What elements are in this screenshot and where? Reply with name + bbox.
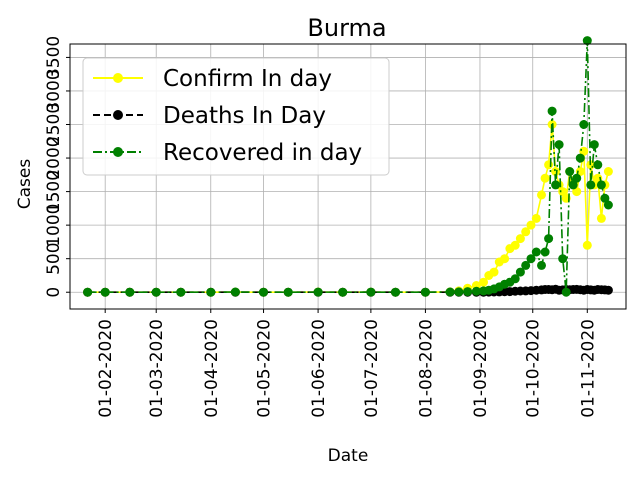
data-point <box>582 240 592 250</box>
data-point <box>515 234 525 244</box>
data-point <box>454 287 464 297</box>
legend-label: Recovered in day <box>163 140 362 166</box>
data-point <box>589 140 599 150</box>
x-tick-label: 01-10-2020 <box>524 319 544 418</box>
data-point <box>125 287 135 297</box>
data-point <box>596 213 606 223</box>
data-point <box>544 234 554 244</box>
data-point <box>540 173 550 183</box>
data-point <box>551 167 561 176</box>
y-axis-label: Cases <box>15 159 35 210</box>
data-point <box>313 287 323 297</box>
data-point <box>544 160 554 170</box>
data-point <box>603 200 613 210</box>
data-point <box>531 213 541 223</box>
legend-label: Confirm In day <box>163 66 332 92</box>
series-layer <box>83 36 613 297</box>
legend-marker <box>113 147 123 157</box>
x-tick-label: 01-02-2020 <box>96 319 116 418</box>
data-point <box>561 287 571 297</box>
x-axis: 01-02-2020 01-03-2020 01-04-2020 01-05-2020… <box>96 309 598 418</box>
data-point <box>151 287 161 297</box>
y-tick-label: 0 <box>44 287 64 298</box>
data-point <box>568 180 578 190</box>
legend-label: Deaths In Day <box>163 103 326 129</box>
x-tick-label: 01-04-2020 <box>202 319 222 418</box>
data-point <box>230 287 240 297</box>
data-point <box>366 287 376 297</box>
data-point <box>206 287 216 297</box>
data-point <box>572 173 582 183</box>
data-point <box>579 120 589 129</box>
y-tick-label: 1000 <box>44 204 64 247</box>
data-point <box>558 187 568 197</box>
data-point <box>593 160 603 170</box>
x-tick-label: 01-03-2020 <box>147 319 167 418</box>
x-axis-label: Date <box>328 446 369 466</box>
data-point <box>575 153 585 163</box>
data-point <box>515 267 525 277</box>
plot-area <box>69 43 627 310</box>
data-point <box>554 140 564 150</box>
legend-frame <box>82 57 390 176</box>
data-point <box>471 286 481 296</box>
data-point <box>572 187 582 197</box>
y-tick-label: 3500 <box>44 36 64 79</box>
data-point <box>603 285 613 295</box>
data-point <box>283 287 293 297</box>
data-point <box>540 247 550 257</box>
legend: Confirm In day Deaths In Day Recovered in … <box>82 57 390 176</box>
data-point <box>463 287 473 297</box>
data-point <box>551 180 561 190</box>
data-point <box>526 220 536 230</box>
data-point <box>338 287 348 297</box>
data-point <box>510 274 520 284</box>
data-point <box>176 287 186 297</box>
chart-title: Burma <box>307 14 386 42</box>
data-point <box>83 287 93 297</box>
data-point <box>547 106 557 116</box>
data-point <box>537 190 546 200</box>
data-point <box>100 287 110 297</box>
y-tick-label: 1500 <box>44 170 64 213</box>
data-point <box>531 247 541 257</box>
legend-marker <box>113 73 123 83</box>
data-point <box>582 36 592 46</box>
data-point <box>510 240 520 250</box>
data-point <box>500 254 510 264</box>
data-point <box>526 254 536 264</box>
x-tick-label: 01-05-2020 <box>255 319 275 418</box>
x-tick-label: 01-09-2020 <box>471 319 491 418</box>
data-point <box>445 287 455 297</box>
y-tick-label: 500 <box>44 242 64 274</box>
data-point <box>420 287 430 297</box>
x-tick-label: 01-07-2020 <box>362 319 382 418</box>
y-tick-label: 3000 <box>44 69 64 112</box>
x-tick-label: 01-06-2020 <box>309 319 329 418</box>
x-tick-label: 01-08-2020 <box>416 319 436 418</box>
data-point <box>521 260 531 270</box>
data-point <box>521 227 531 237</box>
x-tick-label: 01-11-2020 <box>578 319 598 418</box>
data-point <box>565 167 575 176</box>
data-point <box>489 267 499 277</box>
data-point <box>603 167 613 176</box>
data-point <box>259 287 268 297</box>
data-point <box>537 260 546 270</box>
data-point <box>586 180 596 190</box>
legend-marker <box>113 110 123 120</box>
y-tick-label: 2500 <box>44 103 64 146</box>
data-point <box>600 193 610 203</box>
data-point <box>391 287 400 297</box>
data-point <box>558 254 568 264</box>
data-point <box>596 180 606 190</box>
data-point <box>479 277 488 287</box>
y-tick-label: 2000 <box>44 136 64 179</box>
